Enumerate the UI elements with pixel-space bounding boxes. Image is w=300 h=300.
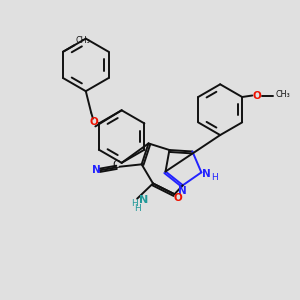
- Text: O: O: [173, 193, 182, 203]
- Text: H: H: [212, 173, 218, 182]
- Text: N: N: [139, 195, 148, 205]
- Text: N: N: [202, 169, 211, 179]
- Text: H: H: [131, 199, 138, 208]
- Text: H: H: [134, 204, 140, 213]
- Text: CH₃: CH₃: [275, 90, 290, 99]
- Text: O: O: [252, 91, 261, 100]
- Text: O: O: [90, 117, 98, 127]
- Text: N: N: [92, 165, 100, 175]
- Text: C: C: [112, 160, 120, 170]
- Text: N: N: [178, 186, 187, 196]
- Text: CH₃: CH₃: [76, 36, 90, 45]
